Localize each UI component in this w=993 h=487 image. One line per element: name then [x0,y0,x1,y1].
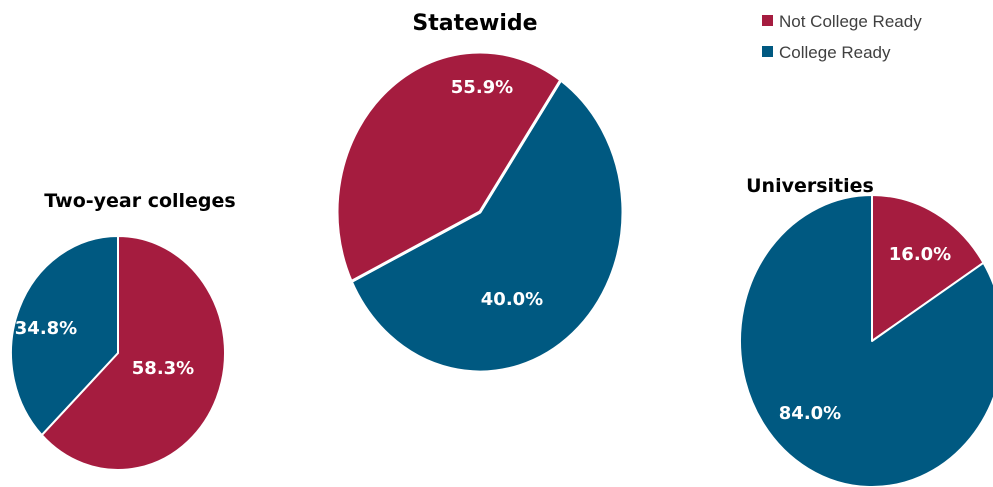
legend-label-college-ready: College Ready [779,43,891,62]
pie-slice-universities-college-ready [739,194,993,487]
slice-label-two-year-colleges-not-college-ready: 58.3% [132,358,194,379]
slice-label-universities-not-college-ready: 16.0% [889,244,951,265]
pie-chart-universities: Universities 16.0% 84.0% [739,175,993,487]
chart-title-statewide: Statewide [412,11,537,36]
pie-slice-universities-not-college-ready [871,194,985,342]
slice-label-statewide-not-college-ready: 40.0% [481,289,543,310]
pie-slice-two-year-colleges-not-college-ready [40,235,226,471]
pie-chart-two-year-colleges: Two-year colleges 58.3% 34.8% [10,190,236,471]
legend-label-not-college-ready: Not College Ready [779,12,922,31]
pie-slice-statewide-not-college-ready [335,50,563,284]
slice-label-two-year-colleges-college-ready: 34.8% [15,318,77,339]
legend-swatch-not-college-ready [762,15,773,26]
slice-label-statewide-college-ready: 55.9% [451,77,513,98]
pie-chart-statewide: Statewide 40.0% 55.9% [335,11,625,374]
slice-label-universities-college-ready: 84.0% [779,403,841,424]
pie-slice-statewide-college-ready [349,78,625,374]
legend: Not College Ready College Ready [762,12,922,62]
chart-title-two-year-colleges: Two-year colleges [44,190,235,212]
legend-swatch-college-ready [762,46,773,57]
pie-slice-two-year-colleges-college-ready [10,235,119,437]
chart-title-universities: Universities [746,175,874,197]
